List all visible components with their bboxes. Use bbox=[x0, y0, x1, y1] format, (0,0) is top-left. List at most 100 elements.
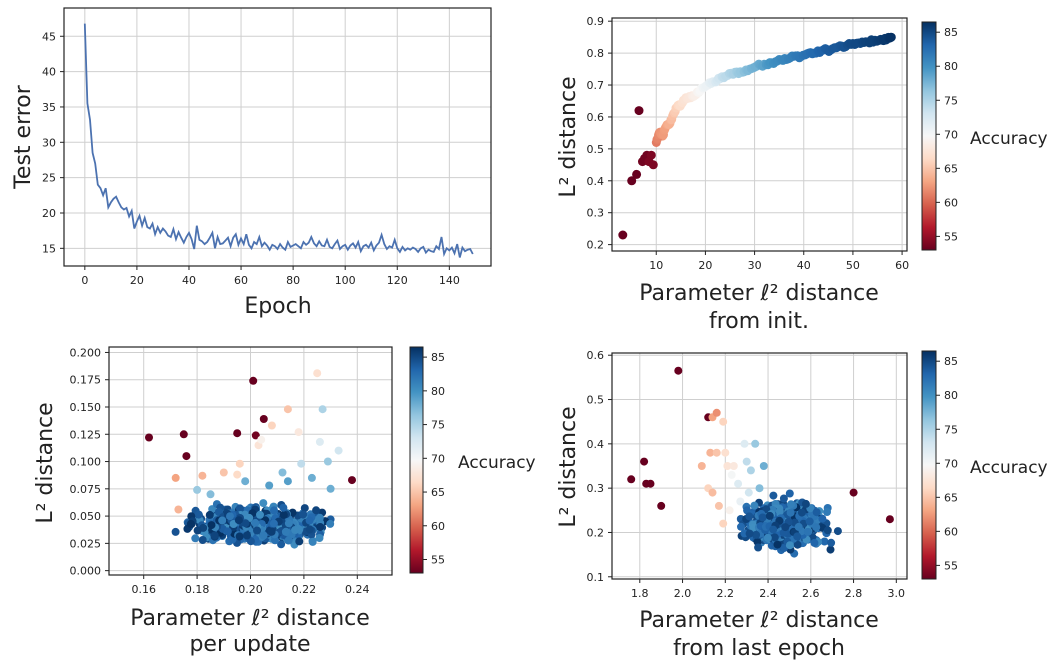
data-point bbox=[769, 491, 778, 500]
data-point bbox=[750, 501, 759, 510]
data-point bbox=[827, 538, 836, 547]
data-point bbox=[270, 506, 278, 515]
y-axis-label: L² distance bbox=[556, 76, 581, 197]
data-point bbox=[210, 531, 219, 540]
data-point bbox=[736, 497, 745, 506]
data-point bbox=[754, 543, 763, 552]
y-tick-label: 35 bbox=[42, 101, 56, 114]
data-point bbox=[259, 531, 268, 540]
x-tick-label: 2.4 bbox=[759, 587, 777, 600]
data-point bbox=[295, 537, 304, 546]
x-tick-label: 40 bbox=[797, 259, 811, 272]
x-tick-label: 0.22 bbox=[292, 583, 317, 596]
chart-panel-3: 0.16 0.18 0.20 0.22 0.24 0.000 0.025 0.050 0.075… bbox=[33, 346, 536, 657]
data-point bbox=[823, 526, 832, 535]
x-tick-label: 0.16 bbox=[131, 583, 156, 596]
data-point bbox=[323, 457, 332, 466]
data-point bbox=[234, 516, 243, 525]
colorbar-label: Accuracy bbox=[970, 129, 1047, 149]
colorbar-tick-label: 65 bbox=[431, 486, 445, 499]
data-point bbox=[193, 526, 202, 535]
y-tick-label: 0.3 bbox=[587, 482, 605, 495]
data-point bbox=[849, 488, 858, 497]
data-point bbox=[283, 477, 292, 486]
data-point bbox=[706, 448, 715, 457]
data-point bbox=[278, 468, 287, 477]
data-point bbox=[315, 513, 324, 522]
y-tick-label: 0.150 bbox=[70, 401, 102, 414]
y-tick-label: 30 bbox=[42, 136, 56, 149]
y-tick-label: 0.5 bbox=[587, 143, 605, 156]
data-point bbox=[745, 512, 754, 521]
data-point bbox=[803, 527, 812, 536]
data-point bbox=[305, 516, 314, 525]
data-point bbox=[634, 106, 644, 116]
colorbar-tick-label: 60 bbox=[944, 525, 958, 538]
data-point bbox=[697, 462, 706, 470]
data-point bbox=[308, 537, 317, 546]
colorbar: 55 60 65 70 75 80 85 Accuracy bbox=[921, 21, 1047, 251]
data-point bbox=[171, 527, 180, 536]
data-point bbox=[243, 531, 251, 540]
x-tick-label: 2.2 bbox=[717, 587, 735, 600]
colorbar-tick-label: 70 bbox=[944, 457, 958, 470]
data-point bbox=[826, 545, 835, 554]
data-point bbox=[291, 526, 300, 534]
y-tick-label: 20 bbox=[42, 207, 56, 220]
data-point bbox=[758, 513, 767, 522]
y-tick-label: 0.8 bbox=[587, 47, 605, 60]
x-tick-label: 80 bbox=[286, 274, 300, 287]
data-point bbox=[283, 405, 292, 414]
data-point bbox=[805, 517, 814, 526]
data-point bbox=[279, 503, 288, 512]
x-tick-label: 140 bbox=[439, 274, 460, 287]
data-point bbox=[297, 459, 306, 468]
data-point bbox=[794, 522, 803, 531]
y-tick-label: 0.6 bbox=[587, 111, 605, 124]
y-tick-label: 15 bbox=[42, 242, 56, 255]
data-point bbox=[318, 405, 327, 414]
plot-frame bbox=[63, 7, 492, 267]
x-tick-label: 0.18 bbox=[185, 583, 210, 596]
data-point bbox=[194, 510, 203, 519]
x-tick-label: 60 bbox=[895, 259, 909, 272]
data-point bbox=[759, 462, 768, 470]
x-tick-label: 3.0 bbox=[888, 587, 906, 600]
data-point bbox=[781, 523, 790, 532]
data-point bbox=[755, 484, 764, 493]
data-point bbox=[729, 462, 738, 470]
colorbar: 55 60 65 70 75 80 85 Accuracy bbox=[409, 346, 536, 574]
data-point bbox=[823, 508, 831, 516]
data-point bbox=[786, 508, 795, 517]
data-point bbox=[712, 408, 721, 417]
data-point bbox=[708, 488, 717, 497]
data-point bbox=[640, 457, 649, 466]
x-tick-label: 100 bbox=[335, 274, 356, 287]
data-point bbox=[787, 500, 795, 509]
data-point bbox=[253, 526, 261, 535]
data-point bbox=[745, 529, 754, 538]
data-point bbox=[712, 448, 721, 457]
data-point bbox=[206, 490, 215, 499]
data-point bbox=[627, 176, 637, 186]
y-tick-label: 0.125 bbox=[70, 428, 102, 441]
data-point bbox=[801, 499, 810, 508]
x-tick-label: 120 bbox=[387, 274, 408, 287]
x-axis-label-line-2: from last epoch bbox=[673, 636, 845, 660]
data-point bbox=[793, 532, 802, 541]
chart-panel-2: 10 20 30 40 50 60 0.2 0.3 0.4 0.5 0.6 0.7 0.8 0.9 Para… bbox=[556, 15, 1047, 334]
data-point bbox=[233, 470, 242, 479]
data-point bbox=[721, 448, 730, 457]
data-point bbox=[714, 501, 723, 510]
data-point bbox=[797, 508, 806, 517]
data-point bbox=[627, 475, 636, 484]
x-axis-label: Parameter ℓ² distance bbox=[639, 281, 879, 306]
data-point bbox=[179, 430, 188, 439]
data-point bbox=[251, 518, 260, 527]
x-tick-label: 2.8 bbox=[845, 587, 863, 600]
data-point bbox=[312, 506, 321, 515]
data-point bbox=[674, 366, 683, 375]
data-point bbox=[812, 523, 821, 532]
colorbar-tick-label: 55 bbox=[944, 230, 958, 243]
